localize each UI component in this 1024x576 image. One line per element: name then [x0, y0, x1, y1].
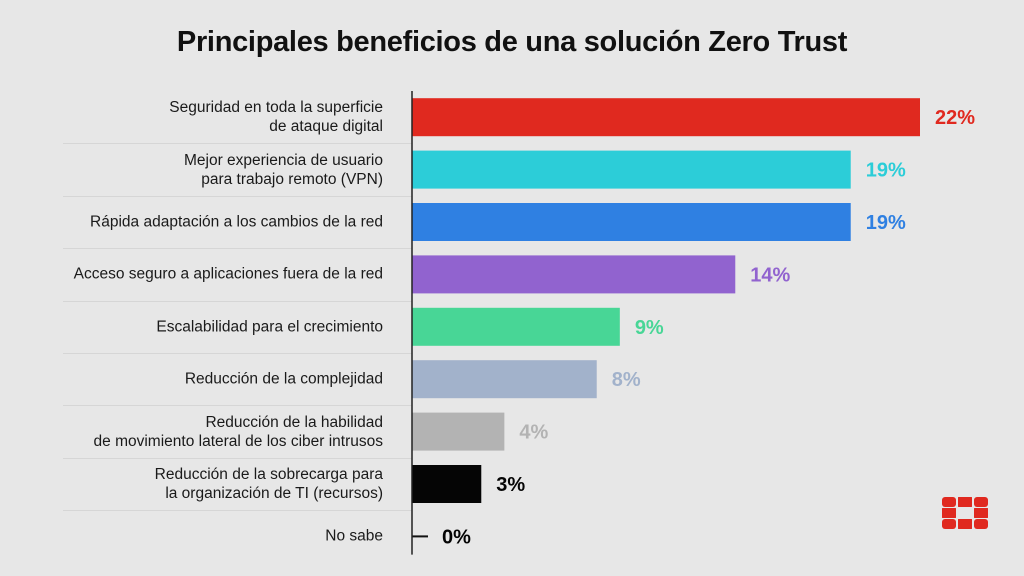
- data-label: 8%: [612, 369, 641, 391]
- logo-cell: [942, 497, 956, 507]
- category-label: Reducción de la complejidad: [184, 370, 383, 388]
- data-label: 0%: [442, 526, 471, 548]
- row-separator: [63, 353, 412, 354]
- category-label: Rápida adaptación a los cambios de la re…: [90, 213, 383, 231]
- category-label: Seguridad en toda la superficie de ataqu…: [169, 99, 383, 136]
- data-label: 19%: [866, 160, 906, 182]
- bar: [412, 203, 851, 241]
- row-separator: [63, 143, 412, 145]
- bar: [412, 255, 736, 294]
- row-separator: [63, 457, 412, 459]
- category-label: No sabe: [325, 527, 383, 545]
- bar: [412, 150, 851, 189]
- row-separator: [63, 248, 412, 250]
- bar: [412, 465, 482, 503]
- row-separator: [63, 405, 412, 407]
- logo-cell: [942, 519, 956, 529]
- logo-cell: [958, 519, 972, 529]
- fortinet-logo-icon: [942, 497, 988, 529]
- data-label: 9%: [635, 317, 664, 339]
- category-label: Escalabilidad para el crecimiento: [156, 318, 383, 336]
- data-label: 22%: [935, 107, 975, 129]
- bar: [412, 307, 620, 346]
- logo-cell: [974, 497, 988, 507]
- bar: [412, 360, 597, 399]
- bar: [412, 98, 920, 137]
- category-label: Reducción de la habilidad de movimiento …: [93, 413, 383, 450]
- category-label: Reducción de la sobrecarga para la organ…: [154, 466, 383, 502]
- data-label: 3%: [496, 474, 525, 496]
- logo-cell: [974, 508, 988, 518]
- category-label: Mejor experiencia de usuario para trabaj…: [183, 151, 383, 188]
- category-label: Acceso seguro a aplicaciones fuera de la…: [73, 265, 383, 283]
- chart-title: Principales beneficios de una solución Z…: [176, 26, 848, 58]
- row-separator: [63, 195, 412, 197]
- logo-cell: [974, 519, 988, 529]
- data-label: 19%: [866, 212, 906, 234]
- row-separator: [63, 300, 412, 302]
- data-label: 4%: [519, 422, 548, 444]
- logo-cell: [958, 497, 972, 507]
- logo-cell: [942, 508, 956, 518]
- data-label: 14%: [750, 264, 790, 286]
- row-separator: [63, 510, 412, 512]
- bar: [412, 412, 505, 451]
